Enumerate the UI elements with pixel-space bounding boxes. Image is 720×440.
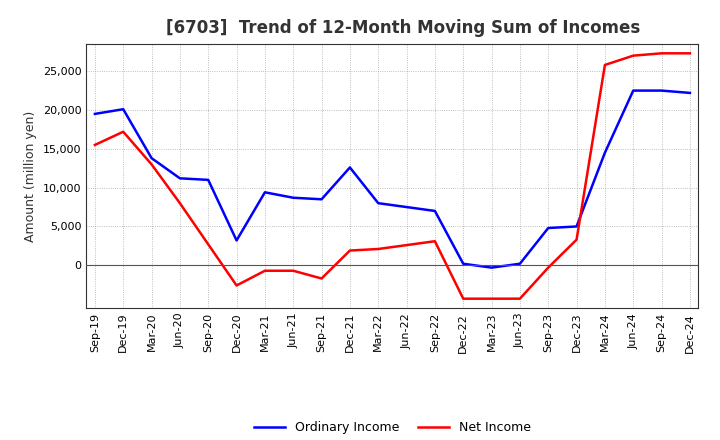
Ordinary Income: [544, 225, 552, 231]
Ordinary Income: [148, 155, 156, 161]
Ordinary Income: [91, 111, 99, 117]
Net Income: [572, 237, 581, 242]
Net Income: [176, 201, 184, 206]
Net Income: [685, 51, 694, 56]
Net Income: [289, 268, 297, 273]
Ordinary Income: [402, 205, 411, 210]
Net Income: [402, 242, 411, 248]
Ordinary Income: [487, 265, 496, 270]
Net Income: [544, 265, 552, 270]
Ordinary Income: [374, 201, 382, 206]
Net Income: [629, 53, 637, 58]
Line: Ordinary Income: Ordinary Income: [95, 91, 690, 268]
Net Income: [119, 129, 127, 134]
Ordinary Income: [431, 208, 439, 213]
Net Income: [657, 51, 666, 56]
Net Income: [431, 238, 439, 244]
Net Income: [91, 142, 99, 147]
Legend: Ordinary Income, Net Income: Ordinary Income, Net Income: [248, 416, 536, 439]
Net Income: [148, 162, 156, 167]
Ordinary Income: [289, 195, 297, 200]
Net Income: [516, 296, 524, 301]
Ordinary Income: [176, 176, 184, 181]
Line: Net Income: Net Income: [95, 53, 690, 299]
Ordinary Income: [119, 106, 127, 112]
Ordinary Income: [600, 150, 609, 155]
Ordinary Income: [685, 90, 694, 95]
Ordinary Income: [572, 224, 581, 229]
Y-axis label: Amount (million yen): Amount (million yen): [24, 110, 37, 242]
Ordinary Income: [629, 88, 637, 93]
Ordinary Income: [346, 165, 354, 170]
Net Income: [374, 246, 382, 252]
Net Income: [487, 296, 496, 301]
Net Income: [346, 248, 354, 253]
Ordinary Income: [261, 190, 269, 195]
Ordinary Income: [318, 197, 326, 202]
Net Income: [233, 283, 241, 288]
Ordinary Income: [204, 177, 212, 183]
Net Income: [600, 62, 609, 68]
Text: [6703]  Trend of 12-Month Moving Sum of Incomes: [6703] Trend of 12-Month Moving Sum of I…: [166, 19, 640, 37]
Ordinary Income: [233, 238, 241, 243]
Ordinary Income: [657, 88, 666, 93]
Ordinary Income: [459, 261, 467, 266]
Net Income: [318, 276, 326, 281]
Ordinary Income: [516, 261, 524, 266]
Net Income: [459, 296, 467, 301]
Net Income: [261, 268, 269, 273]
